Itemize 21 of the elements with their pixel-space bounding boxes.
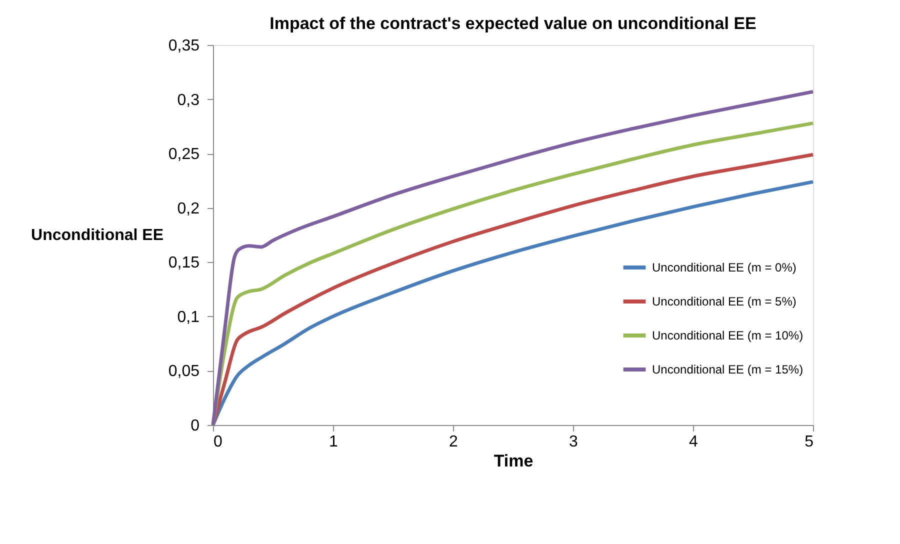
- y-tick-label: 0,15: [168, 254, 200, 272]
- y-tick-label: 0,3: [177, 92, 200, 109]
- y-tick-label: 0,2: [177, 200, 200, 218]
- y-tick-label: 0,35: [168, 38, 200, 54]
- legend-label: Unconditional EE (m = 10%): [652, 328, 804, 342]
- x-tick-label: 3: [569, 434, 578, 450]
- y-axis-title: Unconditional EE: [31, 227, 164, 244]
- x-tick-label: 4: [689, 434, 698, 450]
- y-tick-label: 0: [190, 418, 200, 434]
- chart-title: Impact of the contract's expected value on unconditional EE: [270, 14, 756, 33]
- y-tick-label: 0,05: [168, 363, 200, 380]
- x-tick-label: 0: [214, 434, 222, 450]
- x-axis-title: Time: [494, 452, 534, 470]
- legend-label: Unconditional EE (m = 15%): [652, 362, 804, 376]
- y-tick-label: 0,25: [168, 146, 200, 164]
- legend-label: Unconditional EE (m = 5%): [652, 294, 796, 308]
- x-tick-label: 1: [329, 434, 338, 450]
- x-tick-label: 2: [449, 434, 458, 450]
- x-tick-label: 5: [804, 434, 814, 450]
- y-tick-label: 0,1: [177, 308, 200, 326]
- legend-label: Unconditional EE (m = 0%): [652, 260, 796, 274]
